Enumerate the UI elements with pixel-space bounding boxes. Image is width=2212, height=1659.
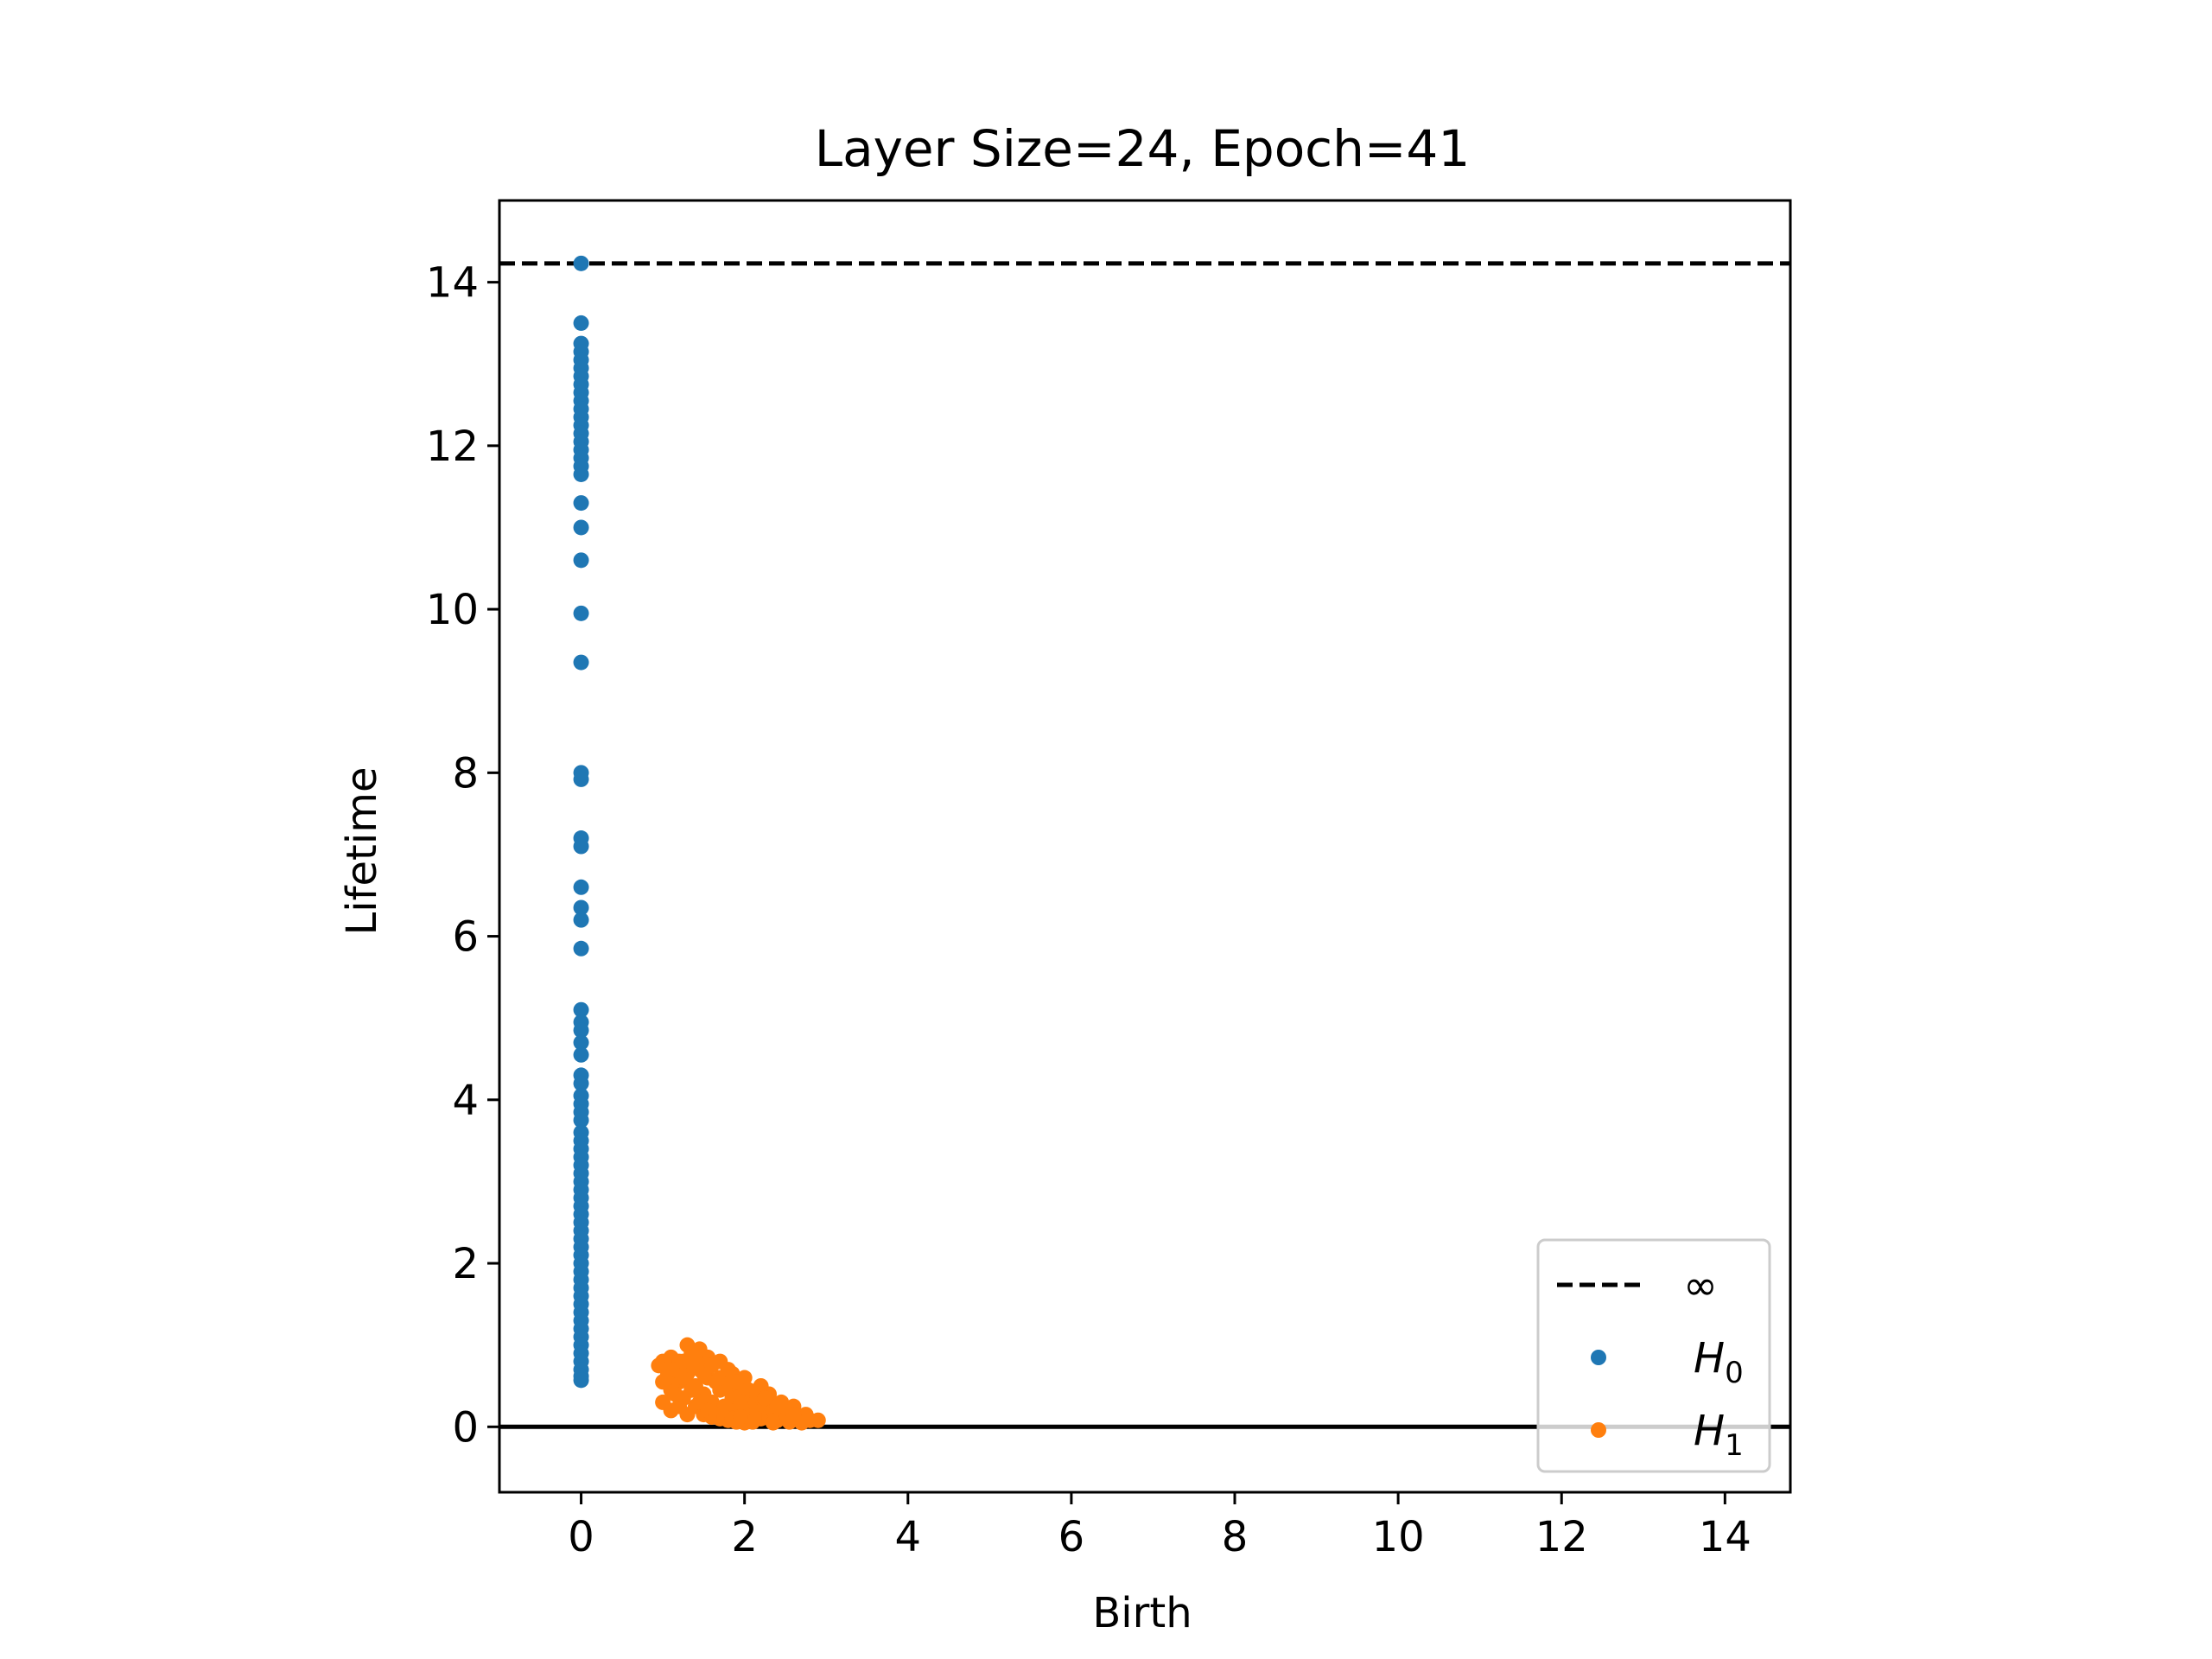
plot-frame (498, 199, 1792, 1494)
point-h1 (667, 1386, 683, 1402)
point-h1 (720, 1362, 736, 1378)
point-h0 (573, 1022, 589, 1039)
point-h0 (573, 1075, 589, 1091)
point-h0 (573, 605, 589, 621)
point-h0 (573, 899, 589, 916)
point-h0 (573, 912, 589, 928)
legend-label: H1 (1694, 1407, 1744, 1463)
y-tick-label: 2 (452, 1240, 479, 1288)
y-tick-label: 0 (452, 1403, 479, 1452)
x-axis: 0 2 4 6 8 10 12 14 (568, 1492, 1751, 1561)
point-h1 (732, 1408, 748, 1425)
point-h0 (573, 1001, 589, 1018)
x-tick-label: 14 (1699, 1513, 1751, 1561)
point-h1 (728, 1374, 745, 1390)
point-h0 (573, 1034, 589, 1051)
point-h1 (802, 1412, 818, 1428)
point-h0 (573, 1046, 589, 1063)
point-h0 (573, 771, 589, 787)
point-h1 (757, 1390, 773, 1407)
point-h0 (573, 654, 589, 671)
point-h1 (675, 1353, 691, 1370)
point-h1 (687, 1349, 703, 1365)
point-h1 (785, 1407, 802, 1423)
point-h1 (703, 1357, 720, 1374)
x-tick-label: 4 (895, 1513, 922, 1561)
x-tick-label: 2 (731, 1513, 758, 1561)
point-h0 (573, 879, 589, 895)
y-axis: 0 2 4 6 8 10 12 14 (426, 259, 499, 1452)
point-h0 (573, 1112, 589, 1128)
legend: ∞ H0 H1 (1536, 1238, 1771, 1473)
x-tick-label: 8 (1222, 1513, 1249, 1561)
legend-label: ∞ (1683, 1262, 1718, 1310)
y-tick-label: 12 (426, 423, 479, 471)
point-h1 (745, 1414, 761, 1430)
x-tick-label: 0 (568, 1513, 594, 1561)
legend-marker-h1 (1591, 1422, 1606, 1438)
point-h1 (683, 1382, 700, 1398)
y-tick-label: 4 (452, 1077, 479, 1125)
point-h0 (573, 519, 589, 536)
plot-area (498, 199, 1792, 1494)
x-tick-label: 6 (1058, 1513, 1085, 1561)
point-h1 (732, 1394, 748, 1410)
point-h0 (573, 466, 589, 482)
point-h0 (573, 255, 589, 271)
point-h0 (573, 552, 589, 569)
x-tick-label: 10 (1372, 1513, 1425, 1561)
point-h1 (769, 1398, 785, 1414)
legend-box (1536, 1238, 1771, 1473)
x-axis-label: Birth (1092, 1589, 1192, 1637)
point-h0 (573, 838, 589, 855)
y-tick-label: 10 (426, 586, 479, 634)
y-axis-label: Lifetime (338, 767, 386, 936)
legend-marker-h0 (1591, 1350, 1606, 1365)
series-h0 (573, 255, 589, 1389)
y-tick-label: 14 (426, 259, 479, 308)
series-h1 (651, 1337, 826, 1431)
point-h0 (573, 315, 589, 331)
point-h0 (573, 1372, 589, 1389)
y-tick-label: 6 (452, 913, 479, 962)
legend-label: H0 (1694, 1334, 1744, 1390)
chart-title: Layer Size=24, Epoch=41 (815, 119, 1470, 178)
x-tick-label: 12 (1535, 1513, 1588, 1561)
y-tick-label: 8 (452, 749, 479, 798)
point-h0 (573, 940, 589, 957)
point-h0 (573, 495, 589, 512)
point-h1 (765, 1414, 781, 1431)
